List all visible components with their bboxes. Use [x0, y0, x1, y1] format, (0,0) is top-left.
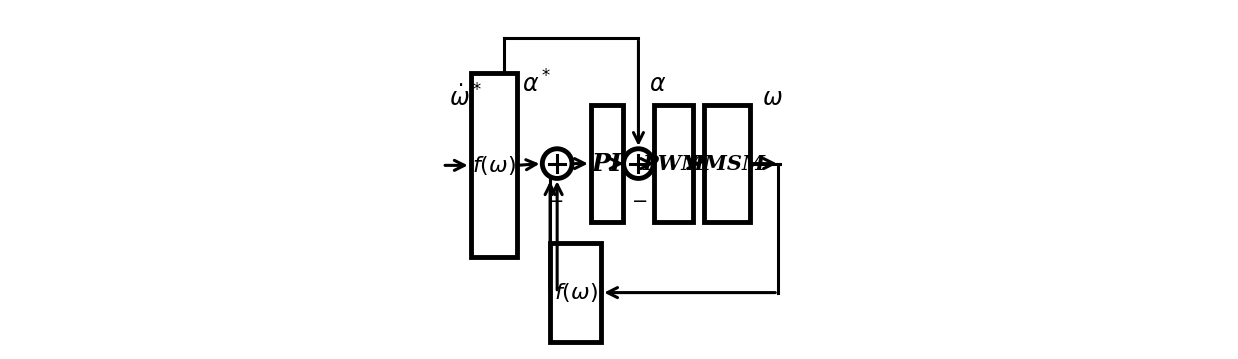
- Text: PI: PI: [592, 151, 621, 176]
- Text: $-$: $-$: [547, 191, 563, 209]
- Circle shape: [624, 149, 654, 178]
- Bar: [591, 105, 623, 222]
- Text: $\alpha^*$: $\alpha^*$: [521, 70, 551, 98]
- Text: $\alpha$: $\alpha$: [649, 72, 666, 96]
- Bar: [704, 105, 750, 222]
- Text: PMSM: PMSM: [688, 154, 765, 174]
- Text: PWM: PWM: [643, 154, 704, 174]
- Bar: [470, 74, 516, 257]
- Bar: [655, 105, 693, 222]
- Text: $f(\omega)$: $f(\omega)$: [472, 154, 515, 177]
- Bar: [550, 243, 602, 342]
- Circle shape: [542, 149, 572, 178]
- Text: $f(\omega)$: $f(\omega)$: [553, 281, 598, 304]
- Text: $\dot{\omega}^*$: $\dot{\omega}^*$: [448, 85, 482, 112]
- Text: $\omega$: $\omega$: [763, 86, 782, 110]
- Text: $-$: $-$: [631, 191, 647, 209]
